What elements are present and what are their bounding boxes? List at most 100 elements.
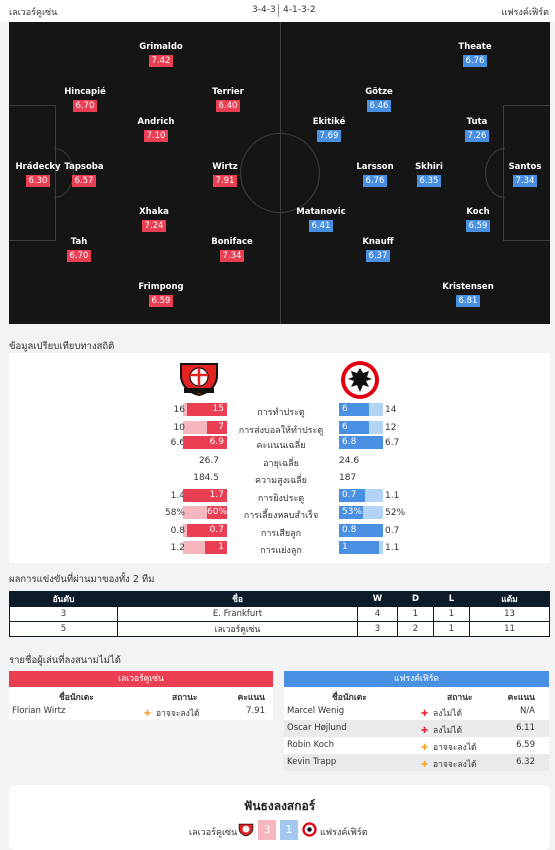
stat-label: คะแนนเฉลี่ย <box>256 441 306 451</box>
player-name: Xhaka <box>139 207 169 217</box>
stat-label: การส่งบอลให้ทำประตู <box>238 426 324 436</box>
absent-status: อาจจะลงได้ <box>156 709 200 719</box>
standings-section-title: ผลการแข่งขันที่ผ่านมาของทั้ง 2 ทีม <box>9 574 155 585</box>
home-value: 184.5 <box>193 473 219 483</box>
away-bar: 53% <box>339 506 363 519</box>
player-rating: 6.40 <box>215 100 241 112</box>
player-rating: 6.70 <box>72 100 98 112</box>
player-home-wirtz[interactable]: Wirtz 7.91 <box>190 162 260 187</box>
player-rating: 6.57 <box>71 175 97 187</box>
absent-status: อาจจะลงได้ <box>433 760 477 770</box>
prediction-away-score: 1 <box>280 820 298 840</box>
table-row[interactable]: 5 เลเวอร์คูเซ่น 3 2 1 11 <box>9 621 550 637</box>
absent-rating: N/A <box>519 706 535 716</box>
absent-status: อาจจะลงได้ <box>433 743 477 753</box>
stat-label: การแย่งลูก <box>260 546 302 556</box>
player-away-koch[interactable]: Koch 6.59 <box>443 207 513 232</box>
absent-status: ลงไม่ได้ <box>433 726 463 736</box>
absent-player-name: Robin Koch <box>287 740 334 750</box>
stat-label: การเลี้ยงหลบสำเร็จ <box>243 511 319 521</box>
player-away-larsson[interactable]: Larsson 6.76 <box>340 162 410 187</box>
player-home-tah[interactable]: Tah 6.70 <box>44 237 114 262</box>
player-rating: 7.24 <box>141 220 167 232</box>
cell-l: 1 <box>433 621 470 637</box>
player-home-xhaka[interactable]: Xhaka 7.24 <box>119 207 189 232</box>
player-away-matanovic[interactable]: Matanovic 6.41 <box>286 207 356 232</box>
prediction-home-name: เลเวอร์คูเซ่น <box>189 828 238 838</box>
away-avg: 6.7 <box>385 438 400 448</box>
player-away-ekitike[interactable]: Ekitiké 7.69 <box>294 117 364 142</box>
stat-row: 0.8 0.7 0.8 0.7 การเสียลูก <box>9 524 550 539</box>
home-bar: 60% <box>207 506 228 519</box>
home-bar: 0.7 <box>187 524 227 537</box>
player-home-hradecky[interactable]: Hrádecky 6.30 <box>9 162 73 187</box>
cell-points: 13 <box>469 606 550 622</box>
away-absent-title: แฟรงค์เฟิร์ต <box>284 671 549 687</box>
player-rating: 7.69 <box>316 130 342 142</box>
player-rating: 6.76 <box>362 175 388 187</box>
player-home-terrier[interactable]: Terrier 6.40 <box>193 87 263 112</box>
player-rating: 7.42 <box>148 55 174 67</box>
away-avg: 0.7 <box>385 526 400 536</box>
player-away-knauff[interactable]: Knauff 6.37 <box>343 237 413 262</box>
away-bar: 1 <box>339 541 379 554</box>
player-rating: 6.30 <box>25 175 51 187</box>
player-name: Tapsoba <box>64 162 104 172</box>
absent-player-name: Kevin Trapp <box>287 757 337 767</box>
warning-plus-icon: ✚ <box>420 760 429 770</box>
player-home-boniface[interactable]: Boniface 7.34 <box>197 237 267 262</box>
cell-w: 3 <box>357 621 398 637</box>
stat-row: 16 15 6 14 การทำประตู <box>9 403 550 418</box>
absent-row[interactable]: Marcel Wenig ✚ ลงไม่ได้ N/A <box>284 703 549 720</box>
player-home-tapsoba[interactable]: Tapsoba 6.57 <box>49 162 119 187</box>
col-points: แต้ม <box>469 591 550 607</box>
table-row[interactable]: 3 E. Frankfurt 4 1 1 13 <box>9 606 550 622</box>
player-away-gotze[interactable]: Götze 6.46 <box>344 87 414 112</box>
player-rating: 6.59 <box>148 295 174 307</box>
col-rank: อันดับ <box>9 591 118 607</box>
away-bar: 0.8 <box>339 524 383 537</box>
col-d: D <box>397 591 434 607</box>
player-away-theate[interactable]: Theate 6.76 <box>440 42 510 67</box>
away-bar: 6 <box>339 421 369 434</box>
home-avg: 1.2 <box>170 543 185 553</box>
player-home-grimaldo[interactable]: Grimaldo 7.42 <box>126 42 196 67</box>
absent-row[interactable]: Oscar Højlund ✚ ลงไม่ได้ 6.11 <box>284 720 549 737</box>
player-away-skhiri[interactable]: Skhiri 6.35 <box>394 162 464 187</box>
player-home-hincapie[interactable]: Hincapié 6.70 <box>50 87 120 112</box>
home-avg: 1.4 <box>170 491 185 501</box>
away-value: 187 <box>339 473 357 483</box>
player-name: Grimaldo <box>139 42 183 52</box>
player-name: Koch <box>466 207 490 217</box>
player-away-tuta[interactable]: Tuta 7.26 <box>442 117 512 142</box>
player-name: Frimpong <box>138 282 184 292</box>
absent-row[interactable]: Kevin Trapp ✚ อาจจะลงได้ 6.32 <box>284 754 549 771</box>
home-bar: 1.7 <box>183 489 227 502</box>
player-away-santos[interactable]: Santos 7.34 <box>490 162 550 187</box>
injury-cross-icon: ✚ <box>420 726 429 736</box>
home-team-logo-icon <box>238 823 254 837</box>
away-bar: 6.8 <box>339 436 383 449</box>
stat-row: 10 7 6 12 การส่งบอลให้ทำประตู <box>9 421 550 436</box>
away-avg: 14 <box>385 405 397 415</box>
stat-label: การเสียลูก <box>260 529 302 539</box>
player-name: Knauff <box>362 237 394 247</box>
absent-rating: 6.59 <box>516 740 535 750</box>
home-team-name: เลเวอร์คูเซ่น <box>9 8 58 18</box>
away-bar: 6 <box>339 403 369 416</box>
player-home-frimpong[interactable]: Frimpong 6.59 <box>126 282 196 307</box>
stat-label: การทำประตู <box>257 408 305 418</box>
absent-row[interactable]: Robin Koch ✚ อาจจะลงได้ 6.59 <box>284 737 549 754</box>
absent-row[interactable]: Florian Wirtz ✚ อาจจะลงได้ 7.91 <box>9 703 273 720</box>
home-avg: 16 <box>173 405 185 415</box>
col-w: W <box>357 591 398 607</box>
player-away-kristensen[interactable]: Kristensen 6.81 <box>433 282 503 307</box>
player-home-andrich[interactable]: Andrich 7.10 <box>121 117 191 142</box>
cell-points: 11 <box>469 621 550 637</box>
away-absent-panel: แฟรงค์เฟิร์ต ชื่อนักเตะ สถานะ คะแนน Marc… <box>284 671 549 771</box>
player-name: Ekitiké <box>312 117 346 127</box>
home-team-logo-icon <box>180 363 218 396</box>
player-rating: 6.35 <box>416 175 442 187</box>
player-name: Kristensen <box>442 282 494 292</box>
player-rating: 6.41 <box>308 220 334 232</box>
